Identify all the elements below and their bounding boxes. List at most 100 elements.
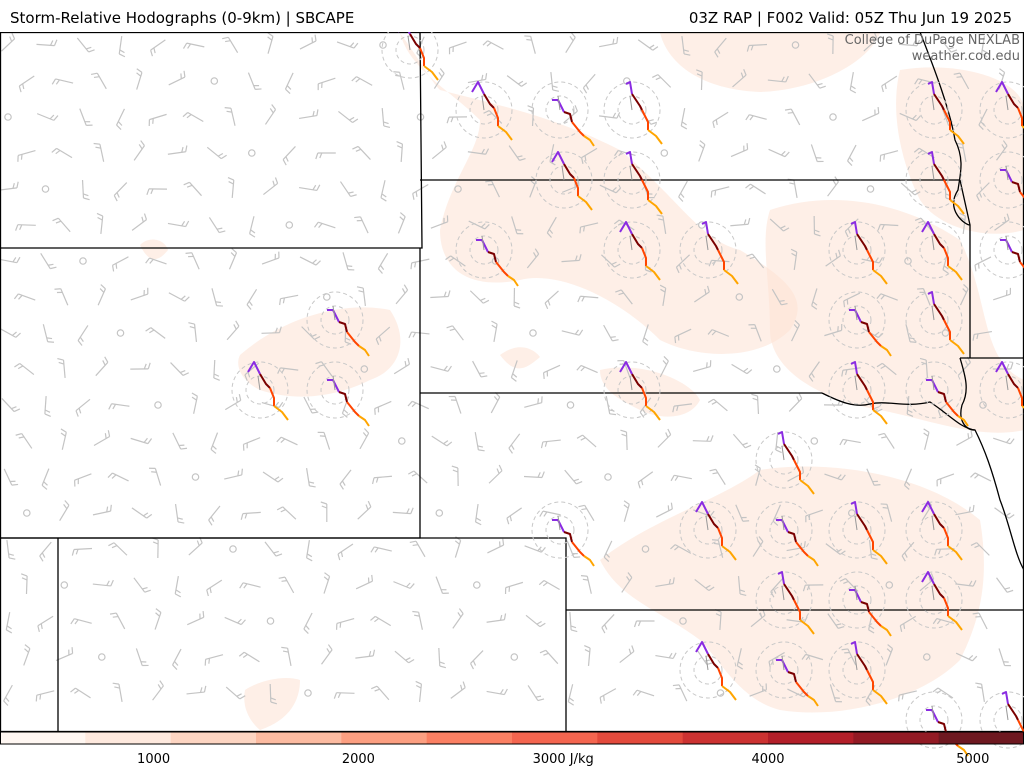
storm-motion-vector: [854, 515, 858, 531]
wind-barb: [151, 537, 159, 559]
hodograph-trace: [552, 99, 565, 113]
wind-barb: [597, 688, 620, 705]
hodograph: [905, 151, 965, 215]
wind-barb: [408, 331, 431, 341]
wind-barb: [40, 468, 56, 491]
hodograph: [828, 361, 888, 425]
hodograph-ring: [531, 81, 589, 139]
wind-barb: [13, 361, 35, 380]
hodograph: [531, 81, 595, 147]
wind-barb: [69, 686, 92, 704]
hodograph-trace: [957, 415, 969, 427]
wind-barb: [438, 647, 447, 669]
hodograph-ring: [842, 235, 872, 265]
hodograph-trace: [856, 513, 868, 531]
wind-barb: [336, 35, 359, 50]
wind-barb: [51, 77, 74, 90]
calm-wind-circle: [60, 581, 69, 589]
calm-wind-circle: [716, 689, 725, 697]
hodograph: [455, 81, 513, 141]
wind-barb: [471, 357, 488, 380]
wind-barb: [877, 431, 895, 453]
wind-barb: [221, 320, 241, 341]
wind-barb: [107, 471, 130, 487]
wind-barb: [538, 578, 561, 596]
hodograph-trace: [552, 519, 565, 533]
wind-barb: [171, 648, 187, 671]
hodograph-ring: [395, 35, 425, 65]
wind-barb: [13, 292, 36, 307]
wind-barb: [409, 538, 426, 561]
storm-motion-vector: [854, 585, 858, 601]
wind-barb: [182, 42, 205, 54]
wind-barb: [213, 359, 222, 381]
hodograph-trace: [856, 233, 868, 251]
wind-barb: [446, 680, 468, 700]
wind-barb: [522, 395, 545, 408]
colorbar-swatch: [341, 732, 428, 744]
calm-wind-circle: [697, 221, 706, 229]
map-canvas[interactable]: [0, 32, 1024, 768]
wind-barb: [484, 464, 505, 484]
hodograph-trace: [777, 431, 785, 445]
storm-motion-vector: [557, 95, 561, 111]
wind-barb: [145, 325, 166, 344]
wind-barb: [112, 181, 132, 202]
hodograph-trace: [860, 321, 870, 333]
hodograph-ring: [469, 95, 499, 125]
calm-wind-circle: [679, 617, 687, 625]
wind-barb: [17, 644, 32, 667]
hodograph-trace: [933, 163, 945, 181]
wind-barb: [146, 113, 169, 127]
calm-wind-circle: [941, 329, 950, 337]
wind-barb: [133, 573, 152, 595]
wind-barb: [615, 644, 637, 664]
wind-barb: [513, 287, 522, 309]
wind-barb: [6, 538, 16, 561]
map-title: Storm-Relative Hodographs (0-9km) | SBCA…: [10, 9, 355, 27]
hodograph-trace: [872, 409, 888, 425]
wind-barb: [337, 106, 359, 125]
wind-barb: [810, 141, 825, 165]
hodograph-trace: [625, 81, 633, 95]
wind-barb: [259, 176, 280, 196]
wind-barb: [168, 286, 190, 303]
hodograph-ring: [535, 151, 593, 209]
colorbar-tick-3000: 3000 J/kg: [532, 752, 594, 767]
wind-barb: [581, 73, 601, 94]
storm-motion-vector: [629, 375, 633, 391]
hodograph-trace: [850, 361, 858, 375]
hodograph-trace: [327, 379, 340, 393]
wind-barb: [859, 106, 882, 122]
hodograph: [905, 291, 965, 355]
wind-barb: [317, 429, 331, 453]
hodograph-trace: [795, 681, 809, 697]
hodograph-trace: [1011, 251, 1021, 263]
wind-barb: [342, 250, 355, 273]
wind-barb: [183, 180, 203, 201]
calm-wind-circle: [98, 653, 106, 661]
wind-barb: [918, 428, 931, 451]
wind-barb: [569, 611, 578, 633]
hodograph: [306, 361, 370, 427]
hodograph-ring: [842, 655, 872, 685]
wind-barb: [709, 186, 732, 199]
hodograph-ring: [919, 235, 949, 265]
hodograph: [828, 221, 888, 285]
wind-barb: [784, 392, 804, 413]
hodograph-ring: [531, 501, 589, 559]
calm-wind-circle: [210, 77, 219, 85]
wind-barb: [376, 252, 394, 275]
hodograph-trace: [695, 501, 709, 515]
wind-barb: [184, 250, 200, 273]
colorbar-swatch: [426, 732, 513, 744]
wind-barb: [690, 359, 713, 373]
hodograph-trace: [926, 709, 939, 723]
hodograph-ring: [693, 235, 723, 265]
hodograph-trace: [1019, 191, 1024, 199]
colorbar-tick-5000: 5000: [956, 752, 990, 767]
hodograph-ring: [979, 361, 1024, 419]
wind-barb: [76, 324, 94, 347]
wind-barb: [148, 39, 170, 57]
hodograph-trace: [933, 93, 945, 111]
